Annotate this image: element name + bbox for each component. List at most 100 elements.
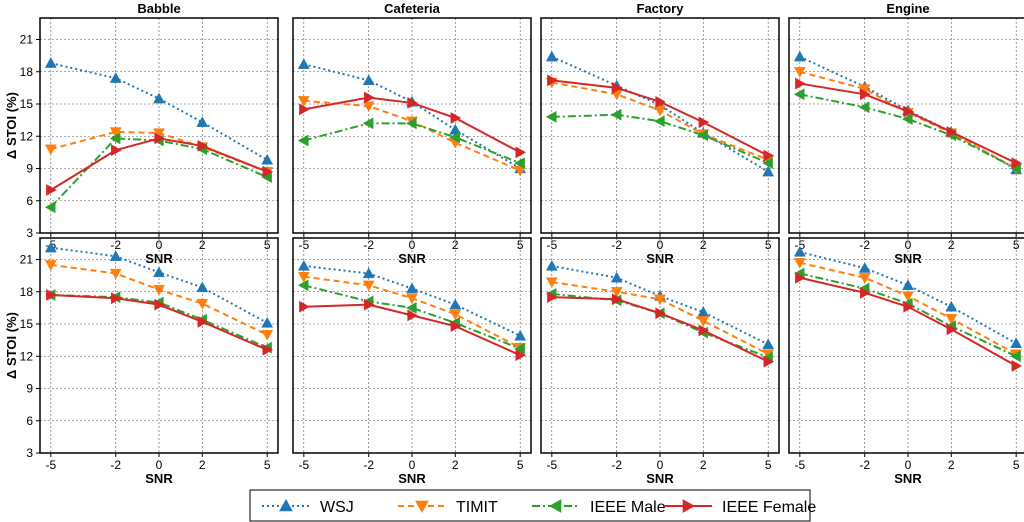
legend-label: IEEE Male [590,499,666,516]
data-point-marker [698,116,710,129]
x-tick-label: -5 [546,238,557,252]
legend: WSJ TIMIT IEEE Male IEEE Female [249,489,816,522]
x-tick-label: 5 [765,458,772,472]
data-point-marker [299,103,310,116]
data-point-marker [860,88,871,101]
series-line-ieee-male [799,93,1017,170]
x-tick-label: -5 [45,458,56,472]
data-point-marker [407,309,419,322]
data-point-marker [196,298,209,310]
data-point-marker [1010,337,1023,348]
data-point-marker [547,291,558,304]
x-tick-label: -5 [298,458,309,472]
x-tick-label: 2 [700,458,707,472]
x-tick-label: 0 [905,458,912,472]
y-tick-label: 3 [26,226,33,240]
x-tick-label: 0 [409,458,416,472]
panel-r1-c3: -5 -2 0 2 5 Factory SNR [540,1,780,266]
legend-item-timit: TIMIT [398,499,498,516]
data-point-marker [793,258,806,269]
data-point-marker [299,300,310,313]
legend-label: TIMIT [456,499,498,516]
y-axis-label: Δ STOI (%) [4,92,19,159]
data-point-marker [405,117,417,130]
data-point-marker [362,74,375,85]
data-point-marker [196,116,209,127]
y-tick-label: 12 [20,129,34,143]
panel-r1-c4: -5 -2 0 2 5 Engine SNR [788,1,1024,266]
y-tick-label: 18 [20,285,34,299]
x-tick-label: 2 [700,238,707,252]
x-tick-label: 2 [199,458,206,472]
data-point-marker [545,110,557,123]
data-point-marker [763,149,775,162]
y-tick-label: 18 [20,65,34,79]
series-line-ieee-male [303,122,521,165]
data-point-marker [362,117,374,130]
x-tick-label: 2 [452,458,459,472]
data-point-marker [111,292,122,305]
x-tick-label: 2 [199,238,206,252]
data-point-marker [261,316,274,328]
data-point-marker [449,309,462,321]
x-tick-label: -5 [546,458,557,472]
legend-label: WSJ [320,499,354,516]
data-point-marker [946,323,958,336]
data-point-marker [153,92,165,104]
panel-title: Cafeteria [384,1,440,16]
data-point-marker [858,101,870,114]
panel-r2-c2: -5 -2 0 2 5 SNR [292,237,532,486]
data-point-marker [515,349,527,362]
x-tick-label: 0 [156,458,163,472]
x-tick-label: -2 [363,458,374,472]
data-point-marker [514,342,525,355]
x-tick-label: 5 [517,238,524,252]
legend-item-wsj: WSJ [262,498,354,516]
x-tick-label: -2 [363,238,374,252]
x-axis-label: SNR [894,471,922,486]
data-point-marker [196,281,209,293]
data-point-marker [111,144,122,157]
data-point-marker [697,129,708,142]
data-point-marker [858,273,871,284]
data-point-marker [450,320,462,333]
data-point-marker [902,291,914,303]
x-tick-label: 5 [517,458,524,472]
x-axis-label: SNR [646,251,674,266]
x-tick-label: -2 [859,458,870,472]
legend-frame [249,489,811,522]
data-point-marker [406,282,418,294]
data-point-marker [610,287,623,298]
data-point-marker [793,50,806,62]
x-tick-label: -2 [859,238,870,252]
x-tick-label: 5 [264,458,271,472]
x-tick-label: -5 [794,458,805,472]
x-axis-label: SNR [398,251,426,266]
data-point-marker [407,97,419,109]
data-point-marker [297,272,310,283]
data-point-marker [945,300,958,312]
x-tick-label: 2 [948,458,955,472]
legend-item-ieee-male: IEEE Male [532,499,666,516]
data-point-marker [762,165,775,177]
legend-label: IEEE Female [722,499,816,516]
y-tick-label: 15 [20,97,34,111]
x-tick-label: -2 [110,238,121,252]
data-point-marker [545,259,558,271]
y-tick-label: 21 [20,33,34,47]
data-point-marker [762,338,775,350]
panel-r1-c2: -5 -2 0 2 5 Cafeteria SNR [292,1,532,266]
data-point-marker [903,105,915,118]
data-point-marker [547,74,558,87]
data-point-marker [762,157,773,170]
data-point-marker [610,108,622,121]
series-line-timit [551,281,769,355]
y-axis-label: Δ STOI (%) [4,312,19,379]
data-point-marker [610,271,623,283]
data-point-marker [44,201,56,214]
data-point-marker [763,355,775,368]
data-point-marker [262,165,274,178]
x-tick-label: 2 [948,238,955,252]
